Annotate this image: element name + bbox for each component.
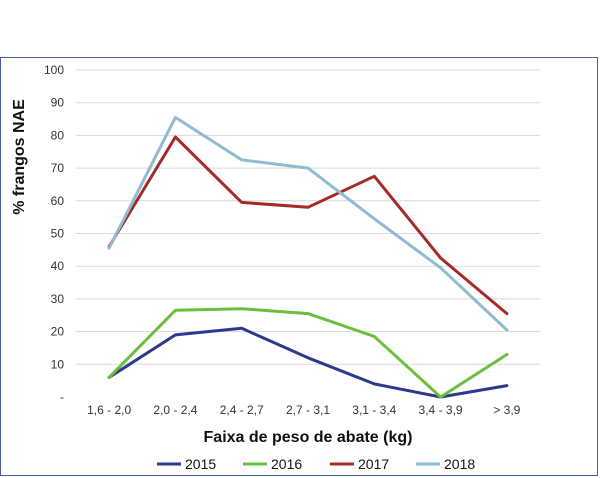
y-axis-ticks: - 10 20 30 40 50 60 70 80 90 100 xyxy=(44,63,64,404)
series-line-2018 xyxy=(107,115,509,332)
legend-item-2018: 2018 xyxy=(416,456,475,472)
gridlines xyxy=(76,69,540,365)
y-tick-label: 60 xyxy=(51,194,65,208)
series-line-2016 xyxy=(107,307,509,399)
legend-label: 2017 xyxy=(358,456,389,472)
x-tick-label: 2,4 - 2,7 xyxy=(220,403,264,417)
y-tick-label: - xyxy=(60,390,64,404)
x-axis-title: Faixa de peso de abate (kg) xyxy=(204,429,413,446)
y-tick-label: 20 xyxy=(51,325,65,339)
legend-label: 2018 xyxy=(444,456,475,472)
x-tick-label: 1,6 - 2,0 xyxy=(87,403,131,417)
legend-item-2016: 2016 xyxy=(243,456,302,472)
y-tick-label: 40 xyxy=(51,259,65,273)
legend-label: 2015 xyxy=(185,456,216,472)
y-tick-label: 10 xyxy=(51,357,65,371)
y-tick-label: 30 xyxy=(51,292,65,306)
y-tick-label: 70 xyxy=(51,161,65,175)
legend: 2015 2016 2017 2018 xyxy=(157,456,475,472)
x-tick-label: 3,4 - 3,9 xyxy=(419,403,463,417)
legend-item-2015: 2015 xyxy=(157,456,216,472)
x-tick-label: > 3,9 xyxy=(493,403,520,417)
series-line-2017 xyxy=(107,135,509,316)
x-tick-label: 2,0 - 2,4 xyxy=(153,403,197,417)
x-axis-ticks: 1,6 - 2,0 2,0 - 2,4 2,4 - 2,7 2,7 - 3,1 3,1 … xyxy=(87,403,521,417)
y-tick-label: 80 xyxy=(51,128,65,142)
x-tick-label: 2,7 - 3,1 xyxy=(286,403,330,417)
y-tick-label: 90 xyxy=(51,96,65,110)
legend-item-2017: 2017 xyxy=(330,456,389,472)
series-lines xyxy=(107,115,509,399)
y-tick-label: 100 xyxy=(44,63,64,77)
y-axis-title: % frangos NAE xyxy=(11,99,28,215)
x-tick-label: 3,1 - 3,4 xyxy=(352,403,396,417)
legend-label: 2016 xyxy=(271,456,302,472)
y-tick-label: 50 xyxy=(51,227,65,241)
series-line-2015 xyxy=(107,326,509,399)
